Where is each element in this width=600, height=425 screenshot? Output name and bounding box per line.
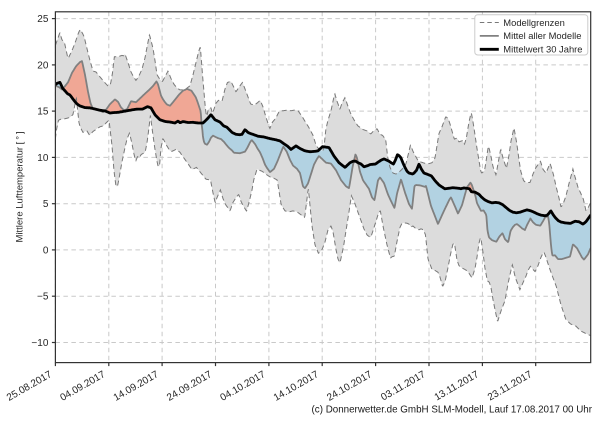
svg-text:20: 20 [37, 60, 49, 71]
svg-text:Mittelwert 30 Jahre: Mittelwert 30 Jahre [503, 44, 582, 55]
svg-text:−10: −10 [31, 338, 48, 349]
svg-text:Mittlere Lufttemperatur [ ° ]: Mittlere Lufttemperatur [ ° ] [15, 131, 26, 242]
svg-text:0: 0 [43, 245, 49, 256]
svg-text:Modellgrenzen: Modellgrenzen [503, 17, 565, 28]
svg-text:Mittel aller Modelle: Mittel aller Modelle [503, 30, 581, 41]
svg-text:15: 15 [37, 107, 49, 118]
svg-text:10: 10 [37, 153, 49, 164]
svg-text:−5: −5 [37, 292, 49, 303]
svg-text:(c) Donnerwetter.de GmbH SLM-M: (c) Donnerwetter.de GmbH SLM-Modell, Lau… [312, 405, 593, 416]
svg-text:25: 25 [37, 14, 49, 25]
svg-text:5: 5 [43, 199, 49, 210]
